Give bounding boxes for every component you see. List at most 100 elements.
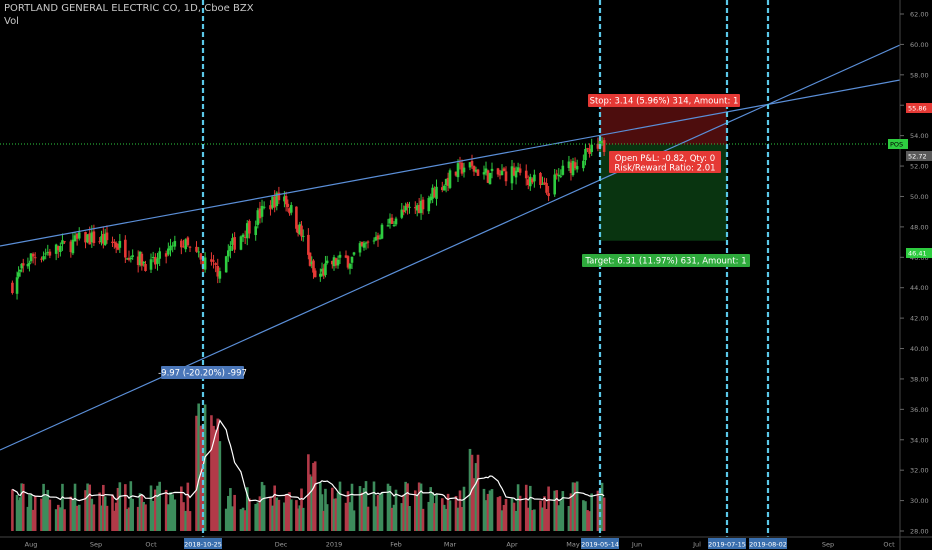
candle-body (402, 210, 406, 213)
volume-bar (502, 504, 506, 531)
candle-body (29, 253, 33, 262)
volume-bar (262, 485, 266, 531)
volume-bar (376, 495, 380, 531)
candle-body (325, 260, 329, 264)
candle-body (129, 257, 133, 260)
candle-body (118, 240, 122, 248)
volume-bar (171, 494, 174, 531)
volume-bar (460, 507, 464, 531)
candle-body (514, 170, 518, 178)
volume-bar (17, 500, 20, 531)
candle-body (116, 246, 120, 250)
candle-body (502, 168, 506, 172)
candle-body (472, 165, 476, 172)
volume-bar (325, 504, 329, 531)
volume-bar (224, 508, 228, 531)
candle-body (462, 167, 466, 173)
candle-body (203, 257, 207, 270)
candle-body (69, 241, 73, 253)
open-pnl-text: Open P&L: -0.82, Qty: 0 (615, 154, 715, 164)
target-label: Target: 6.31 (11.97%) 631, Amount: 1 (582, 254, 750, 267)
candle-body (567, 161, 571, 169)
candle-body (103, 233, 107, 245)
candle-body (454, 171, 458, 176)
candle-body (216, 266, 220, 277)
x-tick: 2018-10-25 (184, 538, 222, 549)
volume-bar (103, 496, 107, 531)
candle-body (277, 192, 281, 201)
volume-bar (350, 483, 354, 531)
candle-body (248, 220, 251, 234)
volume-bar (136, 506, 140, 531)
candle-body (338, 254, 342, 258)
candle-body (254, 226, 258, 236)
volume-bar (598, 490, 602, 531)
candle-body (296, 228, 300, 234)
candle-body (308, 252, 312, 266)
candle-body (124, 239, 127, 258)
candle-body (245, 223, 249, 239)
candle-body (231, 238, 234, 245)
candle-body (136, 256, 140, 266)
volume-bar (188, 511, 192, 531)
candle-body (460, 162, 464, 174)
candle-body (429, 196, 433, 201)
candle-body (56, 246, 60, 251)
volume-label: Vol (4, 16, 19, 27)
volume-bar (516, 484, 520, 531)
volume-bar (504, 499, 508, 531)
candle-body (256, 210, 260, 225)
volume-bar (526, 507, 530, 531)
candle-body (408, 206, 411, 208)
volume-bar (113, 510, 116, 531)
candle-body (75, 233, 79, 239)
candle-body (413, 207, 417, 209)
candle-body (149, 259, 153, 270)
candle-body (33, 257, 37, 259)
volume-bar (269, 497, 272, 531)
volume-bar (46, 489, 50, 531)
volume-bar (476, 454, 480, 531)
volume-bar (512, 502, 516, 531)
candle-body (484, 168, 488, 173)
volume-bar (288, 492, 291, 531)
volume-bar (468, 448, 472, 531)
candle-body (346, 256, 350, 268)
candle-body (332, 257, 336, 267)
volume-bar (243, 510, 247, 531)
candle-body (59, 245, 62, 253)
time-axis (0, 537, 932, 550)
price-badge: POS (888, 139, 908, 149)
volume-bar (392, 504, 396, 531)
x-tick-label: Jun (631, 541, 642, 549)
candle-body (113, 241, 116, 244)
x-tick-label: 2018-10-25 (184, 541, 222, 549)
volume-bar (600, 482, 604, 531)
candle-body (524, 170, 528, 179)
x-tick: 2019-07-15 (708, 538, 746, 549)
candle-body (490, 168, 494, 172)
candle-body (169, 245, 172, 251)
candle-body (269, 205, 272, 210)
volume-bar (446, 493, 450, 531)
volume-bar (75, 505, 79, 531)
candle-body (63, 241, 66, 243)
volume-bar (20, 483, 23, 531)
volume-bar (296, 508, 300, 531)
volume-bar (531, 510, 534, 531)
candle-body (545, 183, 548, 193)
candle-body (388, 218, 392, 224)
volume-bar (524, 484, 528, 531)
x-tick-label: Aug (25, 541, 38, 549)
x-tick: May (566, 541, 580, 549)
candle-body (233, 237, 236, 250)
candle-body (210, 259, 213, 262)
y-tick-label: 48.00 (910, 223, 929, 231)
x-tick: Mar (444, 541, 457, 549)
candle-body (539, 172, 542, 185)
lower-trendline (0, 44, 901, 451)
volume-bar (547, 486, 550, 531)
candle-body (526, 179, 530, 186)
